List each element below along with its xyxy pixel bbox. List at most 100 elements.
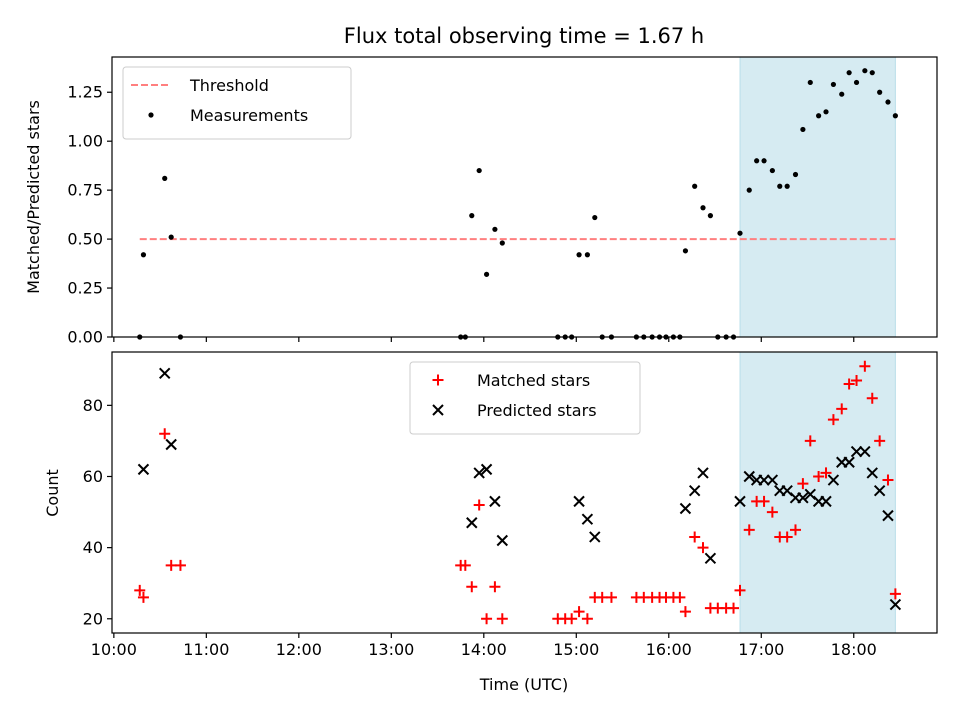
predicted-point bbox=[581, 513, 594, 525]
data-point bbox=[746, 187, 752, 193]
matched-point bbox=[596, 591, 608, 603]
predicted-point bbox=[704, 552, 717, 565]
y-tick-label: 0.25 bbox=[67, 279, 103, 298]
data-point bbox=[800, 126, 806, 133]
legend-dot-swatch bbox=[148, 112, 154, 118]
data-point bbox=[885, 99, 891, 105]
matched-point bbox=[797, 478, 809, 490]
x-tick-label: 11:00 bbox=[183, 640, 229, 659]
matched-point bbox=[674, 591, 686, 603]
matched-point bbox=[813, 470, 825, 482]
predicted-point bbox=[734, 495, 746, 508]
predicted-point bbox=[843, 456, 855, 468]
predicted-point bbox=[873, 485, 886, 497]
x-axis-label: Time (UTC) bbox=[479, 675, 568, 694]
predicted-point bbox=[866, 467, 878, 479]
data-point bbox=[807, 79, 813, 86]
y-tick-label: 0.50 bbox=[67, 230, 103, 249]
matched-point bbox=[466, 581, 478, 593]
data-point bbox=[168, 234, 174, 240]
data-point bbox=[707, 213, 714, 219]
x-tick-label: 17:00 bbox=[738, 640, 784, 659]
y-tick-label: 0.75 bbox=[67, 181, 103, 200]
data-point bbox=[592, 214, 598, 221]
data-point bbox=[769, 167, 775, 174]
predicted-point bbox=[743, 470, 755, 483]
legend-label: Matched stars bbox=[477, 371, 590, 390]
x-tick-label: 18:00 bbox=[831, 640, 877, 659]
data-point bbox=[476, 167, 482, 174]
data-point bbox=[584, 252, 590, 258]
x-tick-label: 12:00 bbox=[276, 640, 322, 659]
highlight-span bbox=[739, 56, 896, 338]
matched-point bbox=[843, 378, 855, 390]
matched-point bbox=[481, 613, 493, 625]
matched-point bbox=[874, 435, 886, 447]
predicted-point bbox=[496, 534, 509, 547]
predicted-point bbox=[165, 438, 177, 451]
matched-point bbox=[889, 588, 901, 600]
matched-point bbox=[866, 392, 878, 404]
data-point bbox=[682, 248, 689, 254]
matched-point bbox=[581, 613, 593, 625]
predicted-point bbox=[697, 467, 709, 479]
predicted-point bbox=[679, 502, 692, 515]
matched-point bbox=[697, 542, 709, 554]
matched-point bbox=[159, 428, 171, 440]
predicted-point bbox=[466, 517, 478, 529]
y-tick-label: 60 bbox=[83, 467, 103, 486]
legend-x-swatch bbox=[432, 404, 444, 416]
data-point bbox=[862, 68, 868, 74]
predicted-point bbox=[589, 531, 601, 543]
data-point bbox=[576, 252, 582, 258]
x-tick-label: 13:00 bbox=[368, 640, 414, 659]
predicted-point bbox=[827, 474, 840, 486]
matched-point bbox=[174, 559, 186, 571]
top-y-axis-label: Matched/Predicted stars bbox=[24, 100, 43, 294]
matched-point bbox=[766, 506, 778, 518]
matched-point bbox=[827, 414, 839, 426]
matched-point bbox=[734, 584, 746, 596]
data-point bbox=[737, 230, 743, 236]
data-point bbox=[692, 183, 698, 189]
matched-point bbox=[459, 559, 471, 571]
data-point bbox=[877, 89, 883, 95]
data-point bbox=[792, 171, 799, 178]
matched-point bbox=[165, 559, 177, 571]
predicted-point bbox=[473, 467, 485, 479]
legend-plus-swatch bbox=[432, 374, 444, 386]
predicted-point bbox=[889, 598, 902, 611]
matched-point bbox=[789, 524, 801, 536]
legend-label: Threshold bbox=[189, 76, 269, 95]
matched-point bbox=[820, 467, 832, 479]
data-point bbox=[140, 252, 147, 258]
bottom-panel: 20 40 60 80 10:00 11:00 12:00 13:00 14:00 15:00 16… bbox=[83, 351, 938, 659]
legend-box bbox=[122, 66, 352, 140]
matched-point bbox=[473, 499, 485, 511]
predicted-point bbox=[688, 485, 701, 497]
matched-point bbox=[836, 403, 848, 415]
chart-title: Flux total observing time = 1.67 h bbox=[344, 24, 704, 48]
matched-point bbox=[859, 360, 871, 372]
matched-point bbox=[882, 474, 894, 486]
legend-label: Measurements bbox=[190, 106, 308, 125]
matched-point bbox=[605, 591, 617, 603]
data-point bbox=[777, 183, 783, 189]
predicted-point bbox=[882, 509, 894, 522]
data-point bbox=[823, 109, 829, 115]
data-point bbox=[499, 240, 505, 246]
data-point bbox=[761, 158, 767, 164]
data-point bbox=[754, 158, 760, 164]
x-tick-label: 16:00 bbox=[646, 640, 692, 659]
matched-point bbox=[689, 531, 701, 543]
predicted-point bbox=[797, 492, 809, 504]
data-point bbox=[846, 70, 852, 76]
matched-point bbox=[134, 584, 146, 596]
y-tick-label: 40 bbox=[83, 538, 103, 557]
predicted-point bbox=[850, 445, 863, 458]
predicted-point bbox=[489, 495, 501, 508]
legend-label: Predicted stars bbox=[477, 401, 597, 420]
data-point bbox=[892, 113, 898, 119]
predicted-point bbox=[820, 495, 832, 508]
